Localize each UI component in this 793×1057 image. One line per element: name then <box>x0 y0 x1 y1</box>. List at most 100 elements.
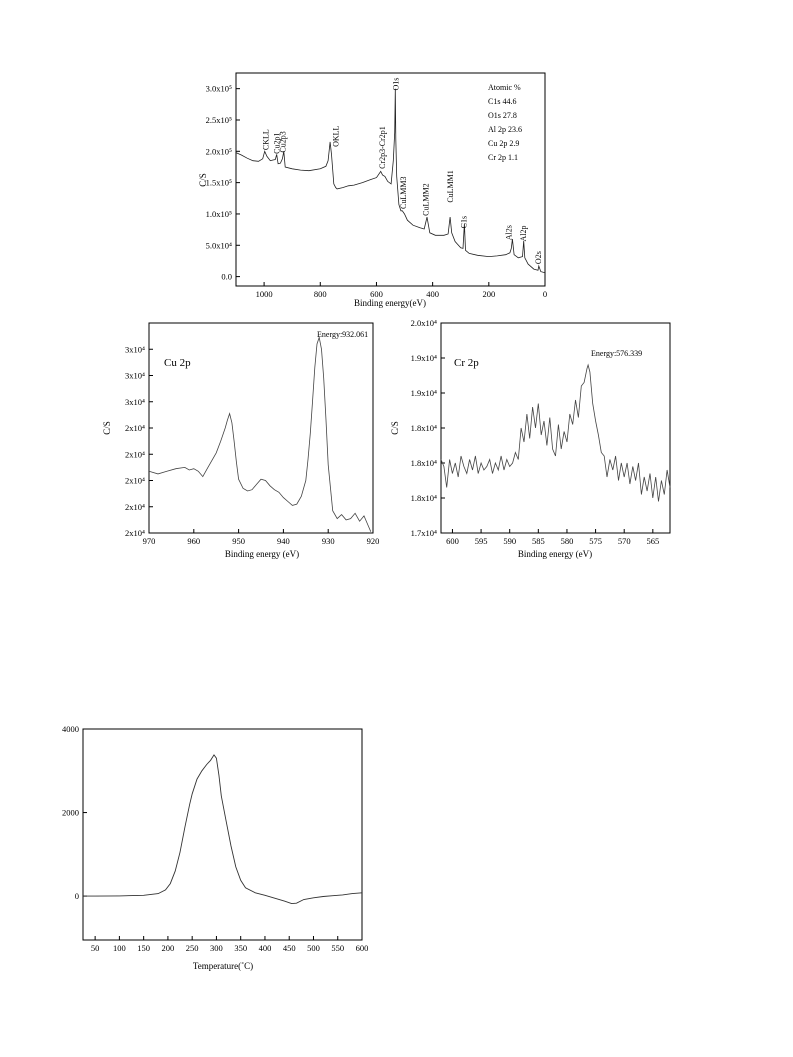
survey-x-tick-label: 0 <box>543 289 547 299</box>
temperature-x-tick-label: 500 <box>307 943 320 953</box>
cr2p-chart: 600 595 590 585 580 575 570 565 1.7x10⁴ 1.8x10⁴ 1.… <box>390 318 671 559</box>
cu2p-axes-ticks: 970 960 950 940 930 920 2x10⁴ 2x10⁴ 2x10⁴ 2x10⁴ 2x… <box>125 344 379 546</box>
survey-peak-label: OKLL <box>332 125 341 146</box>
cu2p-x-tick-label: 950 <box>232 536 245 546</box>
cr2p-spectrum-line <box>440 363 671 502</box>
survey-peak-label: CuLMM3 <box>399 176 408 208</box>
cu2p-x-tick-label: 970 <box>143 536 156 546</box>
temperature-x-tick-label: 550 <box>331 943 344 953</box>
cr2p-y-tick-label: 1.8x10⁴ <box>411 458 437 468</box>
survey-peak-label: Al2s <box>504 225 513 240</box>
cr2p-inset-title: Cr 2p <box>454 357 479 369</box>
survey-x-tick-label: 1000 <box>256 289 273 299</box>
cr2p-x-tick-label: 590 <box>503 536 516 546</box>
cr2p-y-tick-label: 1.9x10⁴ <box>411 353 437 363</box>
cu2p-y-tick-label: 2x10⁴ <box>125 528 145 538</box>
temperature-x-tick-label: 100 <box>113 943 126 953</box>
survey-y-tick-label: 0.0 <box>221 272 232 282</box>
cu2p-spectrum-line <box>148 335 372 532</box>
survey-spectrum-chart: 1000 800 600 400 200 0 0.0 5.0x10⁴ 1.0x10⁵ 1.5x10… <box>198 72 547 308</box>
cu2p-x-tick-label: 960 <box>187 536 200 546</box>
survey-peak-label: Cr2p3-Cr2p1 <box>378 126 387 169</box>
survey-x-axis-label: Binding energy(eV) <box>354 298 426 308</box>
cu2p-x-axis-label: Binding energy (eV) <box>225 549 299 559</box>
cu2p-x-tick-label: 930 <box>322 536 335 546</box>
temperature-x-tick-label: 50 <box>91 943 100 953</box>
cu2p-y-tick-label: 2x10⁴ <box>125 476 145 486</box>
composition-row-cu2p: Cu 2p 2.9 <box>488 139 519 148</box>
cu2p-peak-annotation: Energy:932.061 <box>317 330 368 339</box>
temperature-x-tick-label: 600 <box>356 943 369 953</box>
survey-peak-label: O2s <box>534 251 543 264</box>
cu2p-y-axis-label: C/S <box>102 421 112 435</box>
survey-y-tick-label: 2.5x10⁵ <box>206 115 232 125</box>
cu2p-y-tick-label: 2x10⁴ <box>125 423 145 433</box>
temperature-chart: 50 100 150 200 250 300 350 400 450 500 550 600 0 2000… <box>62 724 368 971</box>
survey-peak-label: Al2p <box>519 226 528 242</box>
cr2p-y-tick-label: 1.9x10⁴ <box>411 388 437 398</box>
cu2p-chart: 970 960 950 940 930 920 2x10⁴ 2x10⁴ 2x10⁴ 2x10⁴ 2x… <box>102 322 379 559</box>
cr2p-y-tick-label: 2.0x10⁴ <box>411 318 437 328</box>
cu2p-y-tick-label: 2x10⁴ <box>125 449 145 459</box>
temperature-x-tick-label: 400 <box>259 943 272 953</box>
survey-y-axis-label: C/S <box>198 173 208 187</box>
cr2p-y-tick-label: 1.8x10⁴ <box>411 423 437 433</box>
survey-y-tick-label: 5.0x10⁴ <box>206 240 232 250</box>
cr2p-x-tick-label: 595 <box>475 536 488 546</box>
composition-title: Atomic % <box>488 83 521 92</box>
temperature-x-tick-label: 150 <box>137 943 150 953</box>
cr2p-x-tick-label: 585 <box>532 536 545 546</box>
survey-peak-label: CuLMM1 <box>446 170 455 202</box>
survey-peak-label: Cu2p3 <box>278 131 287 152</box>
composition-row-c1s: C1s 44.6 <box>488 97 516 106</box>
temperature-y-tick-label: 0 <box>75 891 79 901</box>
composition-row-cr2p: Cr 2p 1.1 <box>488 153 518 162</box>
cr2p-x-axis-label: Binding energy (eV) <box>518 549 592 559</box>
survey-axes-ticks: 1000 800 600 400 200 0 0.0 5.0x10⁴ 1.0x10⁵ 1.5x10… <box>206 84 547 299</box>
cr2p-x-tick-label: 575 <box>589 536 602 546</box>
survey-x-tick-label: 200 <box>482 289 495 299</box>
survey-spectrum-line <box>235 88 546 274</box>
atomic-composition-box: Atomic % C1s 44.6 O1s 27.8 Al 2p 23.6 Cu… <box>488 83 522 162</box>
survey-peak-label: CKLL <box>261 129 270 150</box>
temperature-x-axis-label: Temperature(˚C) <box>193 961 253 971</box>
temperature-x-tick-label: 350 <box>234 943 247 953</box>
cr2p-axes-ticks: 600 595 590 585 580 575 570 565 1.7x10⁴ 1.8x10⁴ 1.… <box>411 318 660 546</box>
composition-row-al2p: Al 2p 23.6 <box>488 125 522 134</box>
cu2p-y-tick-label: 2x10⁴ <box>125 502 145 512</box>
survey-peak-label: O1s <box>392 78 401 91</box>
survey-x-tick-label: 600 <box>370 289 383 299</box>
temperature-x-tick-label: 200 <box>162 943 175 953</box>
survey-peak-label: Cu2p1 <box>273 132 282 153</box>
cr2p-y-tick-label: 1.8x10⁴ <box>411 493 437 503</box>
survey-peak-label: C1s <box>460 216 469 228</box>
temperature-axes-ticks: 50 100 150 200 250 300 350 400 450 500 550 600 0 2000… <box>62 724 368 953</box>
temperature-plot-frame <box>82 728 363 941</box>
temperature-curve-line <box>83 754 363 905</box>
cr2p-x-tick-label: 565 <box>646 536 659 546</box>
cu2p-y-tick-label: 3x10⁴ <box>125 371 145 381</box>
composition-row-o1s: O1s 27.8 <box>488 111 517 120</box>
survey-plot-frame <box>235 72 546 287</box>
cr2p-x-tick-label: 570 <box>618 536 631 546</box>
cu2p-y-tick-label: 3x10⁴ <box>125 397 145 407</box>
survey-x-tick-label: 800 <box>314 289 327 299</box>
cu2p-x-tick-label: 940 <box>277 536 290 546</box>
temperature-x-tick-label: 250 <box>186 943 199 953</box>
cu2p-x-tick-label: 920 <box>367 536 380 546</box>
cu2p-y-tick-label: 3x10⁴ <box>125 344 145 354</box>
cr2p-x-tick-label: 580 <box>561 536 574 546</box>
temperature-y-tick-label: 4000 <box>62 724 79 734</box>
survey-y-tick-label: 1.0x10⁵ <box>206 209 232 219</box>
cu2p-inset-title: Cu 2p <box>164 357 191 369</box>
cr2p-y-tick-label: 1.7x10⁴ <box>411 528 437 538</box>
cr2p-peak-annotation: Energy:576.339 <box>591 349 642 358</box>
survey-peak-label: CuLMM2 <box>422 183 431 215</box>
survey-y-tick-label: 3.0x10⁵ <box>206 84 232 94</box>
survey-y-tick-label: 1.5x10⁵ <box>206 178 232 188</box>
cu2p-plot-frame <box>148 322 374 534</box>
temperature-y-tick-label: 2000 <box>62 808 79 818</box>
cr2p-x-tick-label: 600 <box>446 536 459 546</box>
